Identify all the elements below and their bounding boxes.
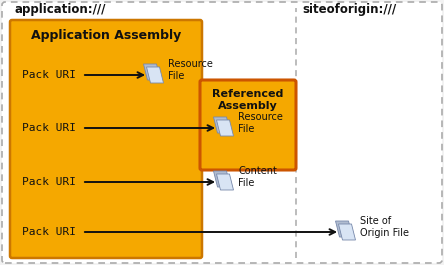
Polygon shape [214, 171, 230, 187]
Text: Pack URI: Pack URI [22, 177, 76, 187]
Text: siteoforigin:///: siteoforigin:/// [302, 3, 396, 16]
Text: Pack URI: Pack URI [22, 70, 76, 80]
Polygon shape [217, 120, 234, 136]
Text: Resource
File: Resource File [168, 59, 213, 81]
Text: Referenced
Assembly: Referenced Assembly [212, 89, 284, 111]
Polygon shape [214, 117, 230, 133]
FancyBboxPatch shape [200, 80, 296, 170]
Polygon shape [143, 64, 160, 80]
Text: Pack URI: Pack URI [22, 123, 76, 133]
FancyBboxPatch shape [10, 20, 202, 258]
Text: Pack URI: Pack URI [22, 227, 76, 237]
Polygon shape [147, 67, 163, 83]
Text: Content
File: Content File [238, 166, 277, 188]
FancyBboxPatch shape [2, 2, 442, 263]
Polygon shape [336, 221, 353, 237]
Text: Site of
Origin File: Site of Origin File [360, 216, 409, 238]
Polygon shape [217, 174, 234, 190]
Text: application:///: application:/// [14, 3, 105, 16]
Text: Resource
File: Resource File [238, 112, 283, 134]
Polygon shape [338, 224, 356, 240]
Text: Application Assembly: Application Assembly [31, 29, 181, 42]
